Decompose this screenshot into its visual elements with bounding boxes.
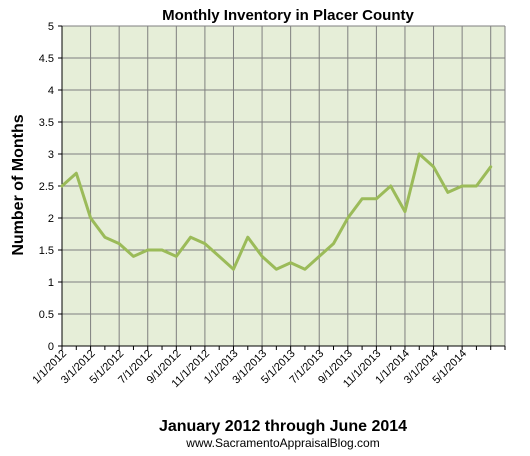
- y-tick-label: 5: [48, 21, 54, 33]
- gridlines: [62, 25, 506, 346]
- y-axis-ticks: 0 0.5 1 1.5 2 2.5 3 3.5 4 4.5 5: [39, 21, 62, 353]
- y-tick-label: 3.5: [39, 117, 54, 129]
- x-axis-label: January 2012 through June 2014: [159, 418, 407, 435]
- chart-title: Monthly Inventory in Placer County: [162, 7, 414, 24]
- y-tick-label: 1: [48, 277, 54, 289]
- y-tick-label: 2.5: [39, 181, 54, 193]
- footer-url: www.SacramentoAppraisalBlog.com: [185, 436, 379, 450]
- y-tick-label: 4.5: [39, 53, 54, 65]
- y-tick-label: 1.5: [39, 245, 54, 257]
- y-tick-label: 3: [48, 149, 54, 161]
- y-tick-label: 2: [48, 213, 54, 225]
- x-axis-ticks: 1/1/20123/1/20125/1/20127/1/20129/1/2012…: [30, 346, 506, 390]
- y-tick-label: 4: [48, 85, 54, 97]
- series-line: [60, 152, 493, 271]
- y-tick-label: 0.5: [39, 309, 54, 321]
- y-tick-label: 0: [48, 341, 54, 353]
- y-axis-label: Number of Months: [10, 114, 27, 255]
